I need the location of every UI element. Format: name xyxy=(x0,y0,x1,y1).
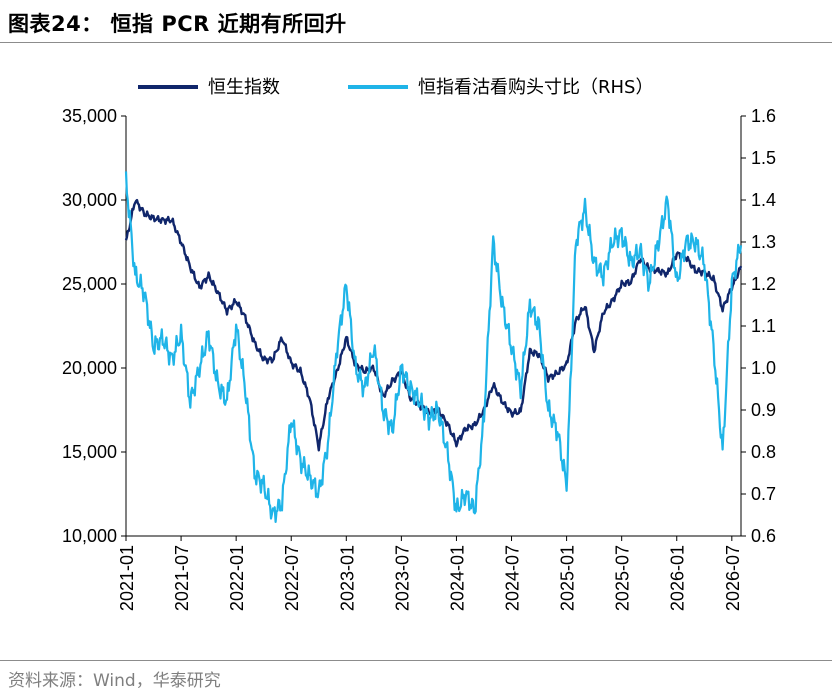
source-divider xyxy=(0,660,832,661)
chart-axes: 35,000 30,000 25,000 20,000 15,000 10,000 1.6 1… xyxy=(62,106,776,611)
x-tick-label: 2024-07 xyxy=(503,545,523,611)
x-tick-label: 2022-07 xyxy=(282,545,302,611)
legend-label-0: 恒生指数 xyxy=(208,77,280,98)
y-tick-label: 35,000 xyxy=(62,106,117,126)
y2-tick-label: 1.4 xyxy=(751,190,776,210)
y2-tick-label: 0.7 xyxy=(751,484,776,504)
x-tick-label: 2021-07 xyxy=(172,545,192,611)
y2-tick-label: 1.2 xyxy=(751,274,776,294)
legend-label-1: 恒指看沽看购头寸比（RHS） xyxy=(418,77,653,98)
y-tick-label: 20,000 xyxy=(62,358,117,378)
line-chart: 35,000 30,000 25,000 20,000 15,000 10,000 1.6 1… xyxy=(62,77,776,611)
x-tick-label: 2023-07 xyxy=(392,545,412,611)
y2-tick-label: 1.0 xyxy=(751,358,776,378)
y-tick-label: 30,000 xyxy=(62,190,117,210)
y2-tick-label: 0.8 xyxy=(751,442,776,462)
x-tick-label: 2024-01 xyxy=(447,545,467,611)
title-divider xyxy=(0,42,832,43)
y2-tick-label: 1.1 xyxy=(751,316,776,336)
source-note: 资料来源：Wind，华泰研究 xyxy=(8,671,221,691)
y-tick-label: 25,000 xyxy=(62,274,117,294)
y2-tick-label: 0.6 xyxy=(751,526,776,546)
series-line-1 xyxy=(124,171,743,523)
chart-legend: 恒生指数 恒指看沽看购头寸比（RHS） xyxy=(138,77,653,98)
figure-title: 图表24： 恒指 PCR 近期有所回升 xyxy=(8,12,347,36)
x-tick-label: 2025-07 xyxy=(613,545,633,611)
y2-tick-label: 1.5 xyxy=(751,148,776,168)
y2-tick-label: 0.9 xyxy=(751,400,776,420)
y-tick-label: 10,000 xyxy=(62,526,117,546)
y2-tick-label: 1.6 xyxy=(751,106,776,126)
chart-series xyxy=(124,171,743,523)
y-tick-label: 15,000 xyxy=(62,442,117,462)
x-tick-label: 2026-07 xyxy=(723,545,743,611)
x-tick-label: 2022-01 xyxy=(227,545,247,611)
x-tick-label: 2021-01 xyxy=(117,545,137,611)
x-tick-label: 2023-01 xyxy=(337,545,357,611)
x-tick-label: 2026-01 xyxy=(668,545,688,611)
y2-tick-label: 1.3 xyxy=(751,232,776,252)
x-tick-label: 2025-01 xyxy=(558,545,578,611)
